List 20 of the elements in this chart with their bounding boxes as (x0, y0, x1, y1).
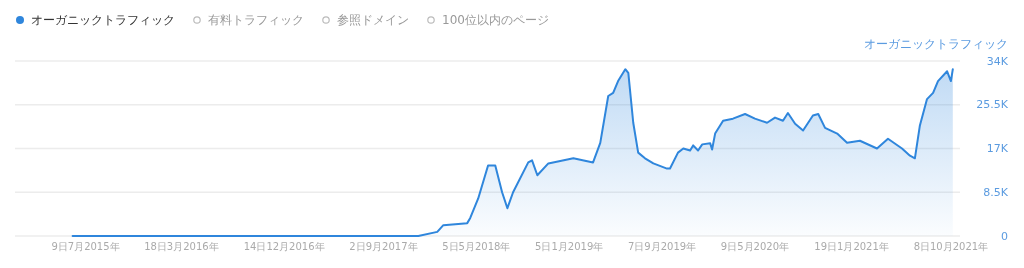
x-tick-label: 18日3月2016年 (144, 241, 219, 252)
legend-label: 参照ドメイン (337, 13, 409, 27)
x-tick-label: 9日5月2020年 (720, 241, 790, 252)
x-tick-label: 2日9月2017年 (349, 241, 418, 252)
x-tick-label: 5日5月2018年 (442, 241, 511, 252)
y-tick-label: 8.5K (983, 185, 1009, 199)
legend-label: 有料トラフィック (208, 13, 304, 27)
x-tick-label: 7日9月2019年 (627, 241, 697, 252)
x-tick-label: 19日1月2021年 (814, 241, 889, 252)
y-tick-label: 0 (1001, 229, 1008, 243)
x-tick-label: 9日7月2015年 (51, 241, 120, 252)
x-tick-label: 8日10月2021年 (913, 241, 989, 252)
y-tick-label: 25.5K (976, 98, 1009, 112)
x-tick-label: 14日12月2016年 (243, 241, 325, 252)
y-axis-title: オーガニックトラフィック (864, 37, 1008, 51)
legend-label: 100位以内のページ (442, 13, 549, 27)
legend-label: オーガニックトラフィック (31, 13, 175, 27)
x-tick-label: 5日1月2019年 (535, 241, 604, 252)
y-tick-label: 34K (986, 54, 1009, 68)
y-tick-label: 17K (986, 142, 1009, 155)
